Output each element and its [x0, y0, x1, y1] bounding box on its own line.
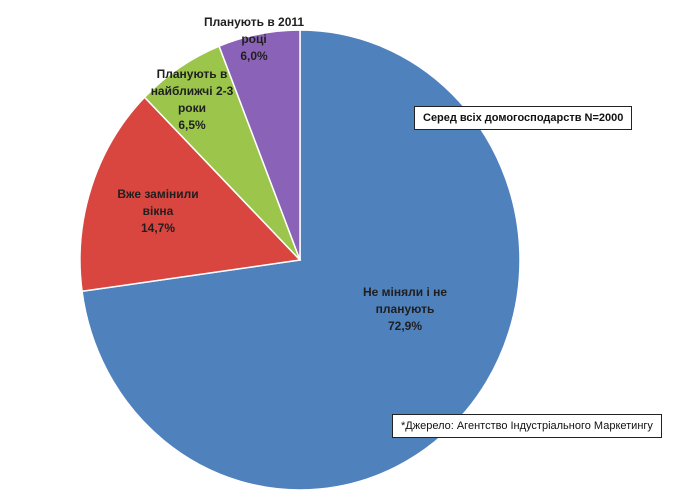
- slice-already-replaced: [79, 96, 302, 293]
- source-note: *Джерело: Агентство Індустріального Марк…: [392, 414, 662, 438]
- pie-labels: Не міняли і не планують 72,9% Вже замінили в…: [117, 15, 447, 333]
- slice-not-changed-label: Не міняли і не планують 72,9%: [363, 285, 447, 333]
- pie-slices: [79, 29, 521, 491]
- slice-not-changed: [81, 29, 521, 491]
- slice-plan-2-3-years-label: Планують в найближчі 2-3 роки 6,5%: [151, 67, 234, 132]
- sample-note: Серед всіх домогосподарств N=2000: [414, 106, 633, 130]
- slice-already-replaced-label: Вже замінили вікна 14,7%: [117, 187, 198, 235]
- slice-plan-2011: [218, 29, 301, 261]
- slice-plan-2011-label: Планують в 2011 році 6,0%: [204, 15, 304, 63]
